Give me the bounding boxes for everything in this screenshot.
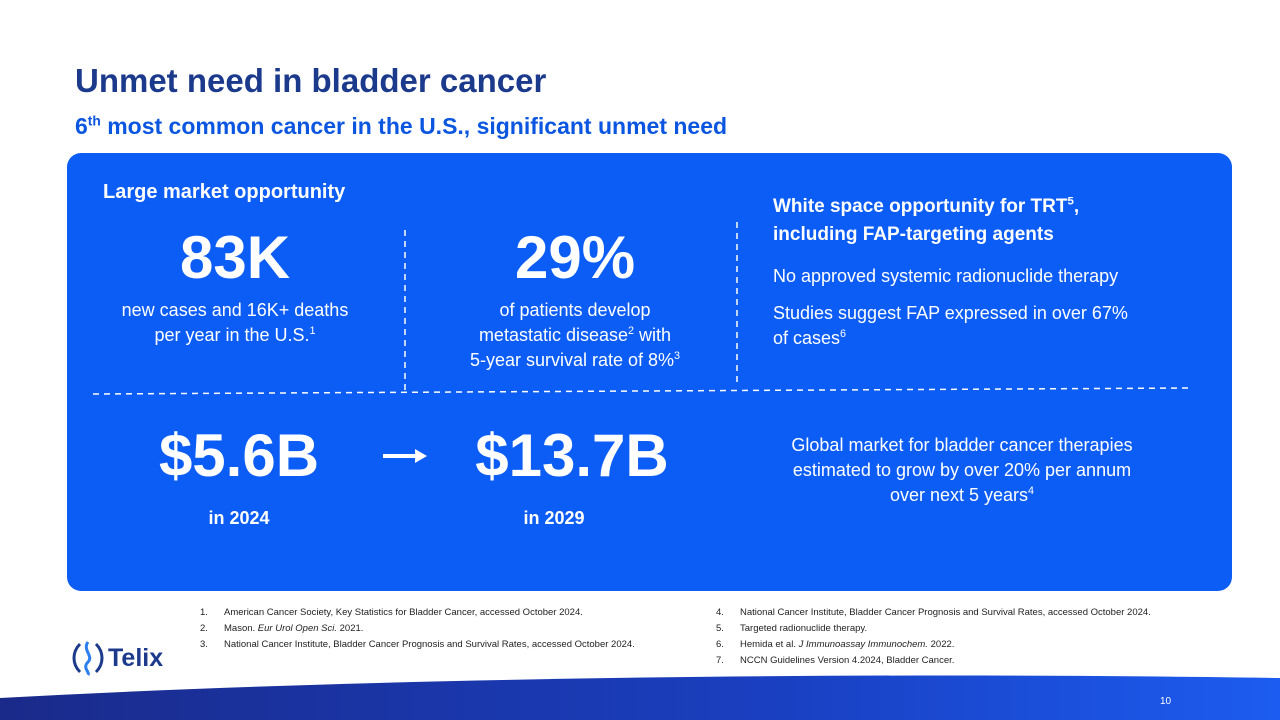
fn-text: Mason. <box>224 623 256 634</box>
text: 6 <box>75 113 88 139</box>
text: most common cancer in the U.S., signific… <box>107 113 728 139</box>
title: Unmet need in bladder cancer <box>75 62 547 99</box>
fn-text: National Cancer Institute, Bladder Cance… <box>224 639 635 650</box>
stat-value: 29% <box>514 224 636 291</box>
superscript: th <box>87 113 101 129</box>
heading: White space opportunity for TRT5, includi… <box>773 193 1079 249</box>
point: No approved systemic radionuclide therap… <box>773 266 1119 286</box>
fn-text: 2022. <box>930 639 955 650</box>
text: new cases and 16K+ deaths <box>121 300 349 320</box>
market-desc: Global market for bladder cancer therapi… <box>727 433 1197 508</box>
heading: Large market opportunity <box>103 181 346 203</box>
superscript: 6 <box>840 328 847 340</box>
fn-text: American Cancer Society, Key Statistics … <box>224 607 583 618</box>
fn-number: 4. <box>716 607 724 618</box>
text: , <box>1073 196 1080 217</box>
text: Studies suggest FAP expressed in over 67… <box>773 303 1128 323</box>
stat-value: 83K <box>179 224 291 291</box>
fn-number: 2. <box>200 623 208 634</box>
text: including FAP-targeting agents <box>773 224 1054 245</box>
superscript: 4 <box>1028 485 1035 497</box>
page-number: 10 <box>1160 696 1172 707</box>
dividers <box>92 222 1194 463</box>
text: White space opportunity for TRT <box>773 196 1068 217</box>
fn-text: 2021. <box>339 623 364 634</box>
footnotes: 4. National Cancer Institute, Bladder Can… <box>716 607 1151 671</box>
fn-number: 5. <box>716 623 724 634</box>
market-value: $13.7B <box>475 422 669 489</box>
text: per year in the U.S. <box>154 325 310 345</box>
logo: Telix <box>108 644 164 672</box>
fn-text: NCCN Guidelines Version 4.2024, Bladder … <box>740 655 955 666</box>
footer-band <box>0 675 1280 720</box>
superscript: 3 <box>674 350 681 362</box>
stat-desc: new cases and 16K+ deaths per year in the… <box>85 298 385 348</box>
text: with <box>639 325 672 345</box>
fn-number: 3. <box>200 639 208 650</box>
market-year: in 2029 <box>523 508 585 528</box>
text: over next 5 years <box>889 485 1029 505</box>
market-value: $5.6B <box>158 422 320 489</box>
logo-icon <box>72 641 104 676</box>
text: metastatic disease <box>478 325 629 345</box>
fn-number: 6. <box>716 639 724 650</box>
text: of cases <box>773 328 841 348</box>
superscript: 2 <box>628 325 635 337</box>
footnotes: 1. American Cancer Society, Key Statistic… <box>200 607 635 655</box>
fn-text: J Immunoassay Immunochem. <box>798 639 928 650</box>
superscript: 5 <box>1067 195 1074 208</box>
text: Global market for bladder cancer therapi… <box>791 435 1133 455</box>
market-year: in 2024 <box>208 508 270 528</box>
text: 5-year survival rate of 8% <box>469 350 675 370</box>
subtitle: 6th most common cancer in the U.S., sign… <box>75 113 727 140</box>
superscript: 1 <box>309 325 316 337</box>
fn-text: National Cancer Institute, Bladder Cance… <box>740 607 1151 618</box>
fn-text: Targeted radionuclide therapy. <box>740 623 868 634</box>
fn-text: Eur Urol Open Sci. <box>257 623 337 634</box>
stat-desc: of patients develop metastatic disease2 w… <box>425 298 725 373</box>
text: estimated to grow by over 20% per annum <box>792 460 1132 480</box>
point: Studies suggest FAP expressed in over 67… <box>773 301 1128 351</box>
fn-number: 7. <box>716 655 724 666</box>
text: of patients develop <box>499 300 651 320</box>
fn-text: Hemida et al. <box>740 639 796 650</box>
panel: Large market opportunity 83K new cases a… <box>67 153 1232 591</box>
fn-number: 1. <box>200 607 208 618</box>
